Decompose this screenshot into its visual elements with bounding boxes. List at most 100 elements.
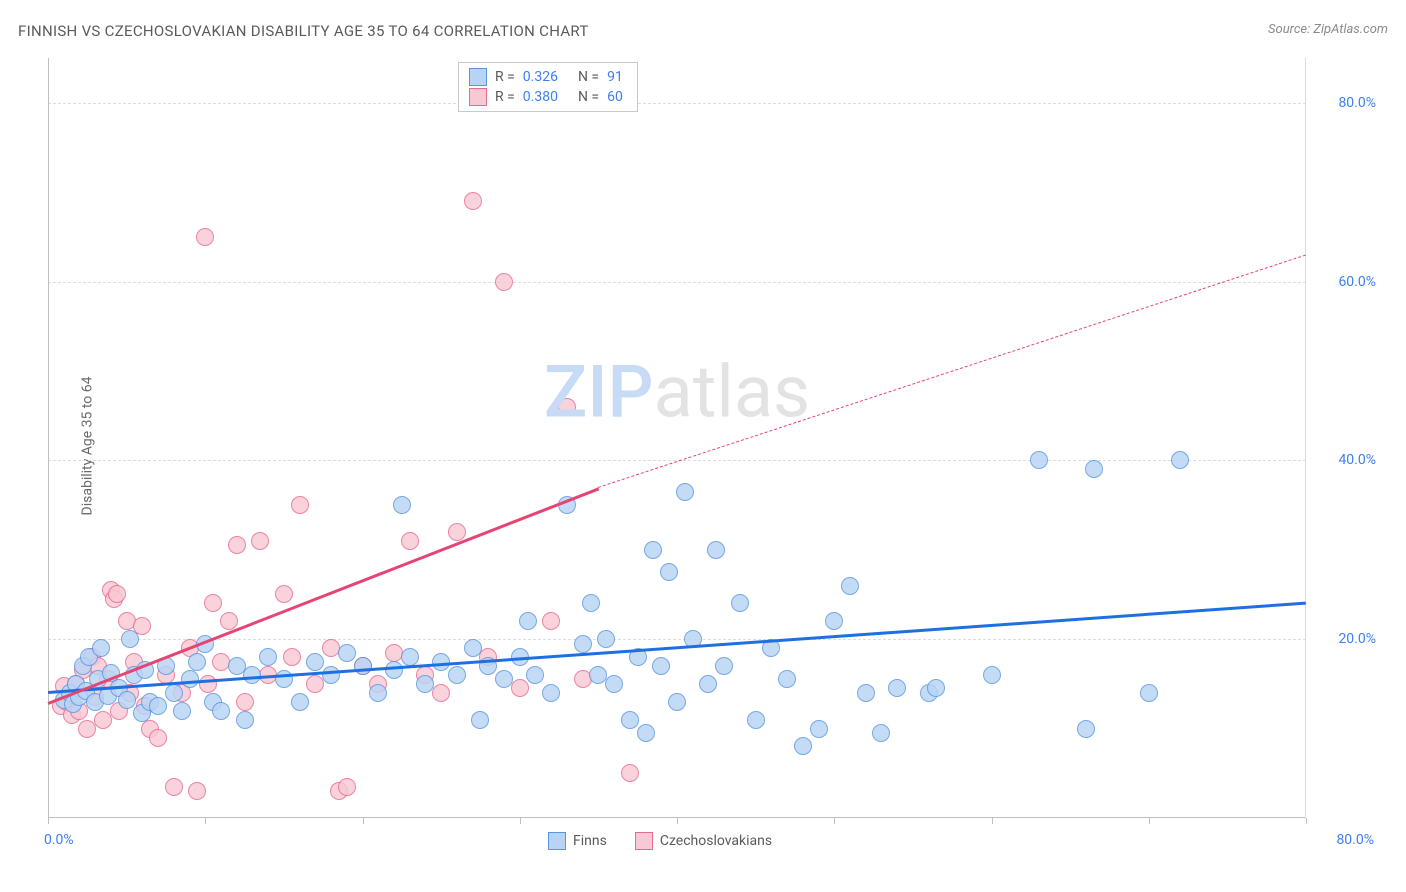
- gridline: [48, 103, 1306, 104]
- scatter-point-finns: [1085, 460, 1103, 478]
- scatter-point-finns: [291, 693, 309, 711]
- scatter-point-czechoslovakians: [338, 778, 356, 796]
- scatter-point-czechoslovakians: [236, 693, 254, 711]
- scatter-point-finns: [644, 541, 662, 559]
- x-tick: [363, 818, 364, 824]
- axis-line-y-right: [1305, 58, 1306, 818]
- scatter-point-finns: [621, 711, 639, 729]
- scatter-point-czechoslovakians: [199, 675, 217, 693]
- plot-area: 20.0%40.0%60.0%80.0%0.0%80.0%ZIPatlasR =…: [48, 58, 1306, 818]
- x-tick: [992, 818, 993, 824]
- stat-n-value: 91: [607, 69, 623, 85]
- gridline: [48, 639, 1306, 640]
- stat-r-label: R =: [495, 89, 515, 105]
- scatter-point-finns: [173, 702, 191, 720]
- scatter-point-finns: [574, 635, 592, 653]
- x-tick-label-max: 80.0%: [1336, 832, 1374, 848]
- scatter-point-finns: [338, 644, 356, 662]
- scatter-point-finns: [118, 691, 136, 709]
- x-tick: [520, 818, 521, 824]
- scatter-point-finns: [983, 666, 1001, 684]
- scatter-point-finns: [401, 648, 419, 666]
- stat-n-label: N =: [578, 89, 599, 105]
- scatter-point-finns: [188, 653, 206, 671]
- legend-swatch: [548, 832, 566, 850]
- scatter-point-czechoslovakians: [464, 192, 482, 210]
- x-tick: [834, 818, 835, 824]
- scatter-point-finns: [582, 594, 600, 612]
- scatter-point-czechoslovakians: [251, 532, 269, 550]
- x-tick: [205, 818, 206, 824]
- scatter-point-finns: [385, 661, 403, 679]
- legend-swatch: [635, 832, 653, 850]
- scatter-point-finns: [369, 684, 387, 702]
- scatter-point-finns: [92, 639, 110, 657]
- scatter-point-finns: [668, 693, 686, 711]
- scatter-point-czechoslovakians: [228, 536, 246, 554]
- axis-line-x: [48, 817, 1306, 818]
- scatter-point-finns: [464, 639, 482, 657]
- scatter-point-finns: [1140, 684, 1158, 702]
- legend-label: Finns: [573, 833, 607, 849]
- scatter-point-finns: [707, 541, 725, 559]
- scatter-point-czechoslovakians: [495, 273, 513, 291]
- legend-stats-row: R =0.380N =60: [469, 87, 623, 107]
- scatter-point-finns: [448, 666, 466, 684]
- scatter-point-finns: [888, 679, 906, 697]
- scatter-point-finns: [495, 670, 513, 688]
- scatter-point-finns: [526, 666, 544, 684]
- scatter-point-czechoslovakians: [558, 398, 576, 416]
- scatter-point-czechoslovakians: [448, 523, 466, 541]
- stat-n-value: 60: [607, 89, 623, 105]
- watermark: ZIPatlas: [544, 350, 810, 435]
- scatter-point-finns: [660, 563, 678, 581]
- gridline: [48, 282, 1306, 283]
- stat-r-value: 0.326: [523, 69, 558, 85]
- scatter-point-czechoslovakians: [283, 648, 301, 666]
- y-tick-label: 60.0%: [1316, 274, 1376, 290]
- scatter-point-finns: [715, 657, 733, 675]
- scatter-point-czechoslovakians: [275, 585, 293, 603]
- scatter-point-finns: [810, 720, 828, 738]
- x-tick: [48, 818, 49, 824]
- scatter-point-czechoslovakians: [196, 228, 214, 246]
- scatter-point-finns: [652, 657, 670, 675]
- scatter-point-czechoslovakians: [204, 594, 222, 612]
- legend-label: Czechoslovakians: [660, 833, 772, 849]
- scatter-point-finns: [1030, 451, 1048, 469]
- scatter-point-finns: [1077, 720, 1095, 738]
- scatter-point-finns: [857, 684, 875, 702]
- trendline: [598, 255, 1306, 488]
- scatter-point-finns: [236, 711, 254, 729]
- legend-item: Czechoslovakians: [635, 832, 772, 850]
- scatter-point-finns: [676, 483, 694, 501]
- legend-stats: R =0.326N =91R =0.380N =60: [458, 62, 638, 112]
- chart-title: FINNISH VS CZECHOSLOVAKIAN DISABILITY AG…: [18, 22, 589, 40]
- scatter-point-finns: [637, 724, 655, 742]
- scatter-point-finns: [597, 630, 615, 648]
- x-tick: [1306, 818, 1307, 824]
- scatter-point-finns: [872, 724, 890, 742]
- scatter-point-finns: [393, 496, 411, 514]
- scatter-point-finns: [825, 612, 843, 630]
- legend-item: Finns: [548, 832, 607, 850]
- trendline: [48, 602, 1306, 694]
- scatter-point-finns: [354, 657, 372, 675]
- scatter-point-finns: [731, 594, 749, 612]
- source-attribution: Source: ZipAtlas.com: [1268, 22, 1388, 37]
- legend-bottom: Finns Czechoslovakians: [548, 832, 772, 850]
- scatter-point-finns: [212, 702, 230, 720]
- scatter-point-czechoslovakians: [108, 585, 126, 603]
- scatter-point-finns: [794, 737, 812, 755]
- scatter-point-finns: [306, 653, 324, 671]
- scatter-point-czechoslovakians: [149, 729, 167, 747]
- scatter-point-czechoslovakians: [432, 684, 450, 702]
- scatter-point-czechoslovakians: [188, 782, 206, 800]
- scatter-point-finns: [1171, 451, 1189, 469]
- legend-swatch: [469, 88, 487, 106]
- scatter-point-finns: [322, 666, 340, 684]
- scatter-point-finns: [149, 697, 167, 715]
- x-tick-label-min: 0.0%: [44, 832, 74, 848]
- scatter-point-finns: [778, 670, 796, 688]
- y-tick-label: 20.0%: [1316, 631, 1376, 647]
